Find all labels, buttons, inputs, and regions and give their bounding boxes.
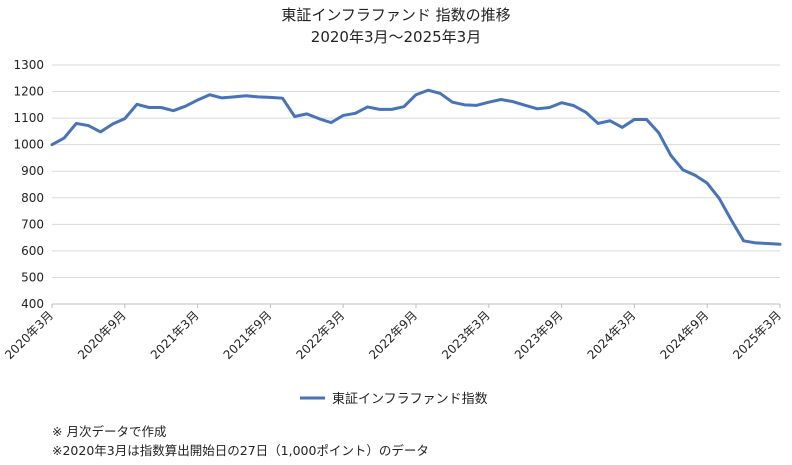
y-tick-label: 1100	[13, 111, 44, 125]
gridlines	[52, 64, 780, 305]
note-start: ※2020年3月は指数算出開始日の27日（1,000ポイント）のデータ	[52, 443, 429, 458]
x-tick-label: 2024年3月	[585, 308, 639, 362]
chart-title: 東証インフラファンド 指数の推移	[281, 6, 510, 24]
y-tick-label: 700	[21, 217, 44, 231]
x-tick-label: 2021年9月	[221, 308, 275, 362]
y-axis: 400 500 600 700 800 900 1000 1100 1200 1300	[13, 58, 44, 311]
x-tick-label: 2021年3月	[148, 308, 202, 362]
x-tick-label: 2020年3月	[2, 308, 56, 362]
x-tick-label: 2023年9月	[512, 308, 566, 362]
y-tick-label: 1000	[13, 138, 44, 152]
series-lines	[50, 88, 782, 246]
x-tick-label: 2020年9月	[75, 308, 129, 362]
x-tick-label: 2023年3月	[439, 308, 493, 362]
y-tick-label: 800	[21, 191, 44, 205]
note-monthly: ※ 月次データで作成	[52, 424, 166, 439]
x-axis: 2020年3月 2020年9月 2021年3月 2021年9月 2022年3月 2022年…	[2, 304, 784, 362]
y-tick-label: 400	[21, 297, 44, 311]
series-line	[50, 88, 782, 246]
y-tick-label: 1200	[13, 85, 44, 99]
x-tick-label: 2025年3月	[730, 308, 784, 362]
y-tick-label: 500	[21, 270, 44, 284]
y-tick-label: 1300	[13, 58, 44, 72]
y-tick-label: 900	[21, 164, 44, 178]
x-tick-label: 2024年9月	[657, 308, 711, 362]
legend: 東証インフラファンド指数	[300, 391, 488, 407]
x-tick-label: 2022年9月	[366, 308, 420, 362]
chart-subtitle: 2020年3月～2025年3月	[311, 28, 481, 46]
legend-label: 東証インフラファンド指数	[332, 391, 488, 407]
y-tick-label: 600	[21, 244, 44, 258]
x-tick-label: 2022年3月	[293, 308, 347, 362]
